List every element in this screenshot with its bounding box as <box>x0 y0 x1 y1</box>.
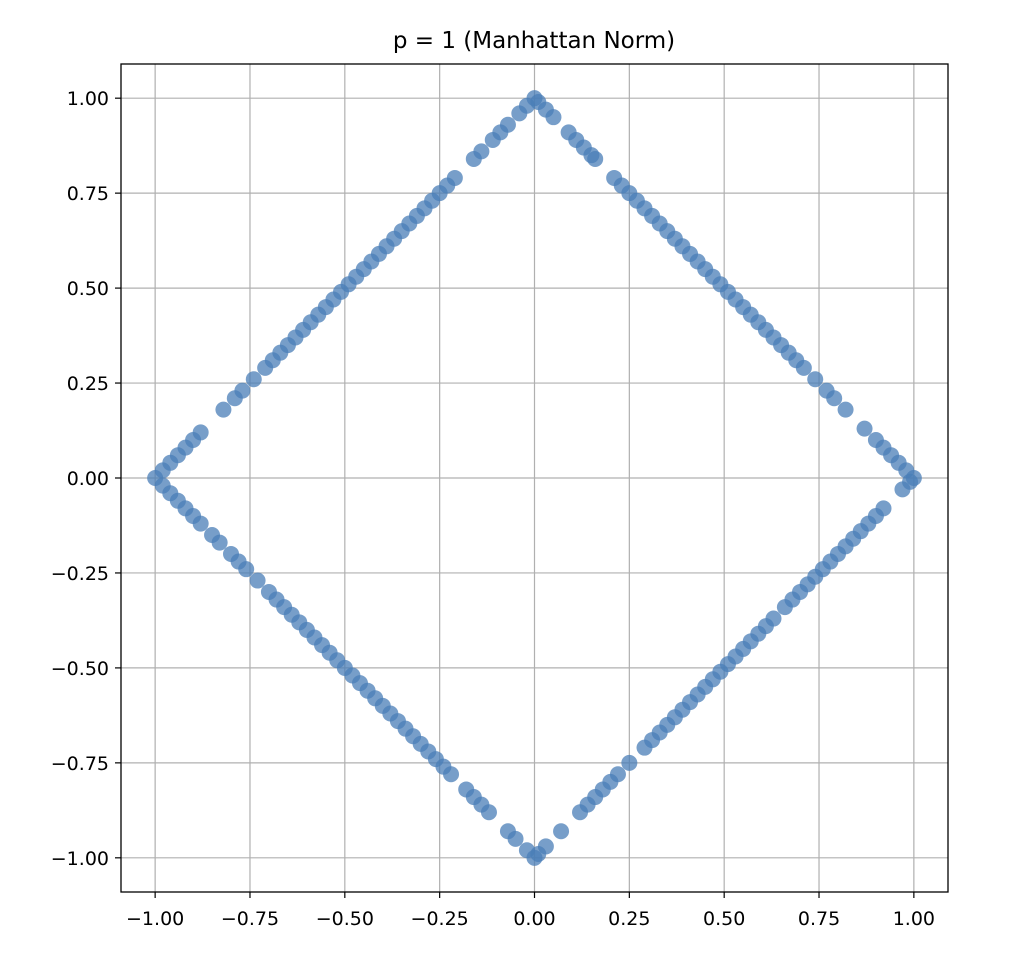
scatter-point <box>826 390 843 407</box>
y-tick-label: 0.00 <box>67 468 109 490</box>
scatter-point <box>215 401 232 418</box>
scatter-point <box>621 754 638 771</box>
scatter-point <box>526 849 543 866</box>
scatter-point <box>480 804 497 821</box>
x-tick-label: 0.50 <box>703 908 745 930</box>
plot-area-frame <box>120 63 949 893</box>
scatter-points <box>147 90 922 866</box>
scatter-point <box>894 481 911 498</box>
y-tick-label: −1.00 <box>51 848 109 870</box>
scatter-point <box>807 371 824 388</box>
scatter-point <box>238 561 255 578</box>
chart-title: p = 1 (Manhattan Norm) <box>393 28 675 54</box>
x-tick-label: −0.25 <box>411 908 469 930</box>
scatter-point <box>192 515 209 532</box>
x-tick-label: 0.75 <box>798 908 840 930</box>
scatter-point <box>795 359 812 376</box>
scatter-point <box>465 150 482 167</box>
y-tick-label: −0.50 <box>51 658 109 680</box>
scatter-point <box>553 823 570 840</box>
scatter-point <box>572 804 589 821</box>
x-tick-label: 0.25 <box>608 908 650 930</box>
y-tick-label: 0.50 <box>67 278 109 300</box>
scatter-point <box>249 572 266 589</box>
scatter-point <box>636 739 653 756</box>
scatter-point <box>226 390 243 407</box>
scatter-point <box>257 359 274 376</box>
scatter-point <box>545 109 562 126</box>
scatter-point <box>856 420 873 437</box>
scatter-point <box>245 371 262 388</box>
scatter-point <box>511 105 528 122</box>
y-tick-label: −0.75 <box>51 753 109 775</box>
x-tick-label: 1.00 <box>893 908 935 930</box>
y-tick-label: 1.00 <box>67 88 109 110</box>
scatter-point <box>507 830 524 847</box>
scatter-point <box>484 131 501 148</box>
y-tick-label: 0.75 <box>67 183 109 205</box>
x-tick-label: −0.50 <box>316 908 374 930</box>
y-axis-ticks: −1.00 −0.75 −0.50 −0.25 0.00 0.25 0.50 0.75 1.00 <box>51 88 121 870</box>
scatter-point <box>443 766 460 783</box>
scatter-point <box>587 150 604 167</box>
x-axis-ticks: −1.00 −0.75 −0.50 −0.25 0.00 0.25 0.50 0.75 1.00 <box>126 892 935 930</box>
x-tick-label: −0.75 <box>221 908 279 930</box>
scatter-point <box>211 534 228 551</box>
x-tick-label: −1.00 <box>126 908 184 930</box>
scatter-point <box>837 401 854 418</box>
y-tick-label: −0.25 <box>51 563 109 585</box>
y-tick-label: 0.25 <box>67 373 109 395</box>
x-tick-label: 0.00 <box>513 908 555 930</box>
scatter-point <box>776 599 793 616</box>
